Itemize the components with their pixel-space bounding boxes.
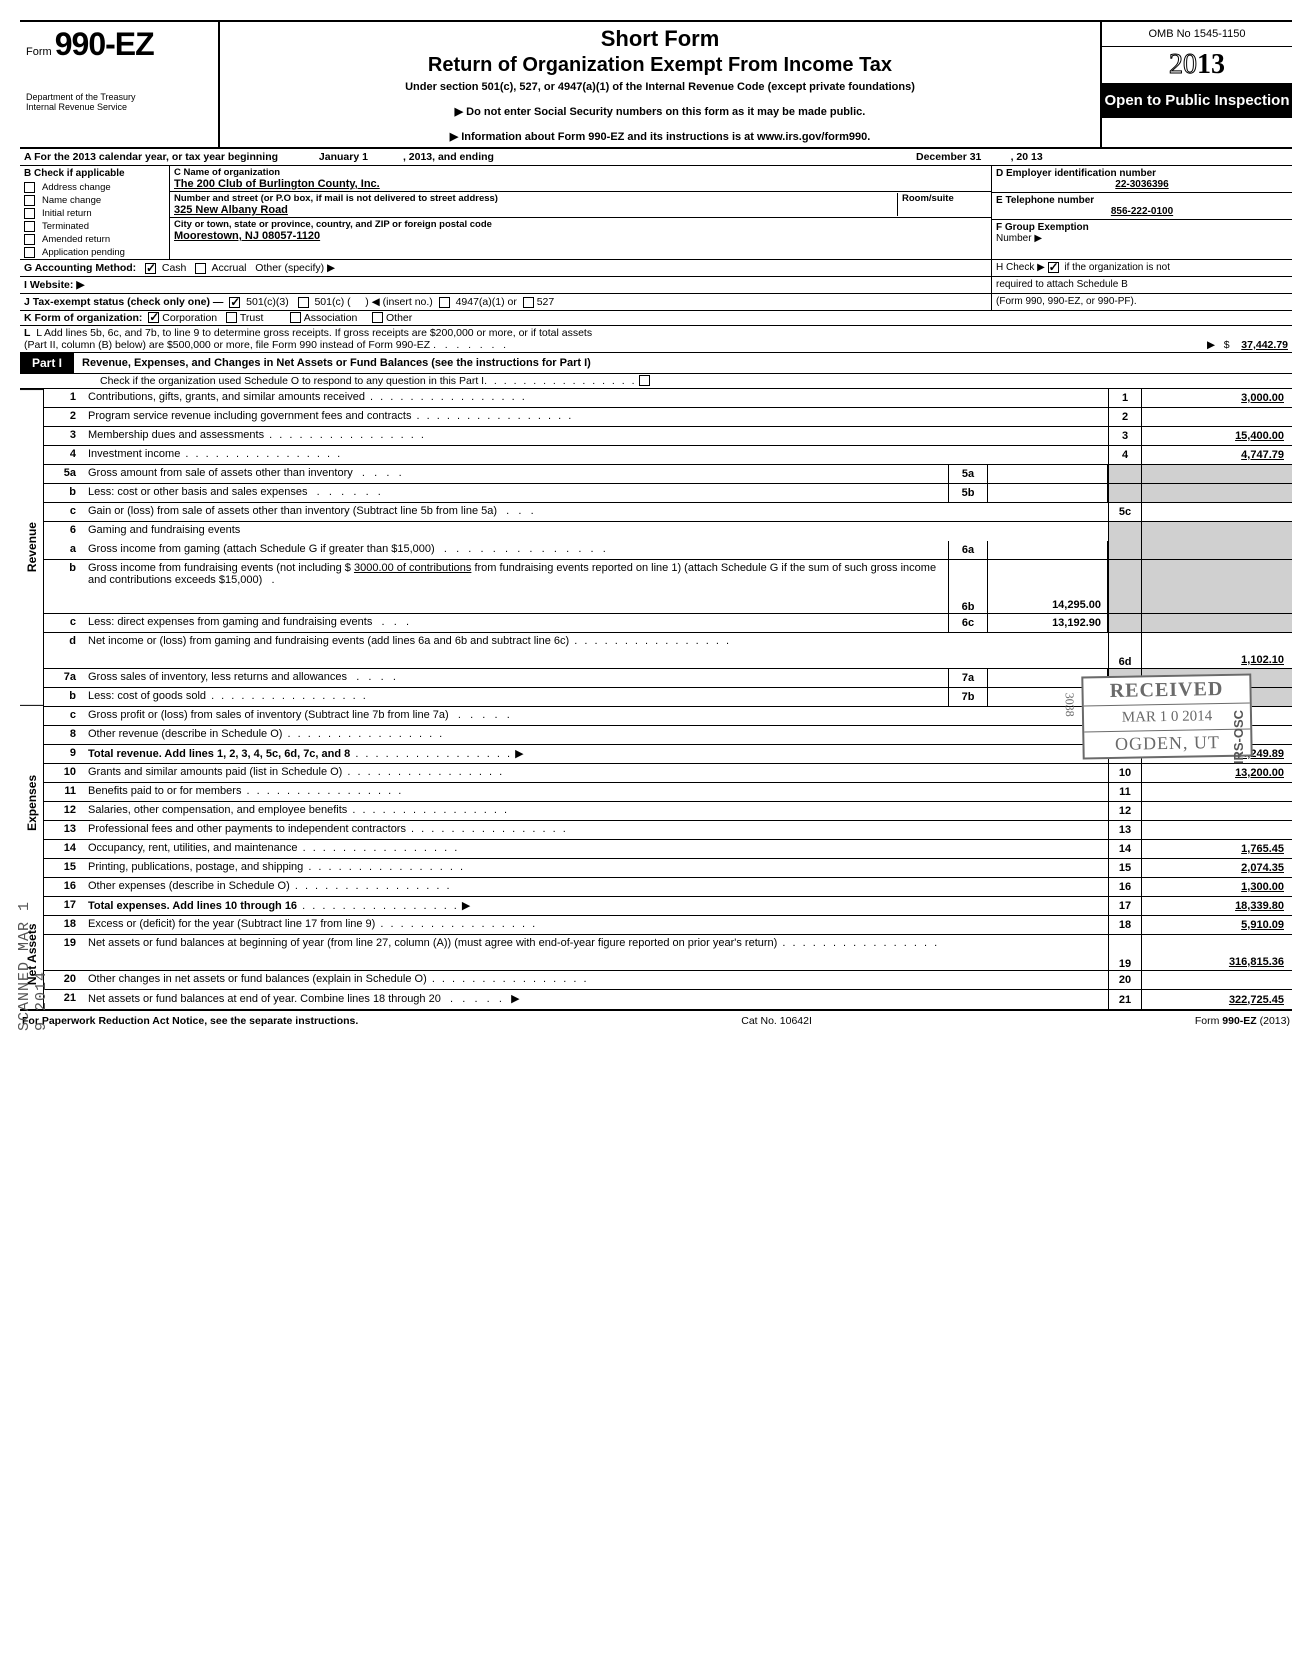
form-prefix: Form — [26, 46, 52, 58]
part-i-box: Part I — [20, 353, 74, 373]
phone: 856-222-0100 — [996, 206, 1288, 217]
cb-corp[interactable] — [148, 312, 159, 323]
line-3-val: 15,400.00 — [1142, 427, 1292, 445]
line-21-val: 322,725.45 — [1142, 990, 1292, 1009]
line-6b-val: 14,295.00 — [988, 560, 1108, 613]
short-form-label: Short Form — [228, 26, 1092, 52]
col-def: D Employer identification number 22-3036… — [992, 166, 1292, 259]
irs-osc-stamp: IRS-OSC — [1231, 710, 1246, 764]
line-1-val: 3,000.00 — [1142, 389, 1292, 407]
line-4-val: 4,747.79 — [1142, 446, 1292, 464]
cb-assoc[interactable] — [290, 312, 301, 323]
line-g: G Accounting Method: Cash Accrual Other … — [20, 260, 1292, 277]
line-14-val: 1,765.45 — [1142, 840, 1292, 858]
cb-name-change[interactable] — [24, 195, 35, 206]
cb-4947[interactable] — [439, 297, 450, 308]
cb-501c[interactable] — [298, 297, 309, 308]
instr-1: ▶ Do not enter Social Security numbers o… — [228, 105, 1092, 118]
ein: 22-3036396 — [996, 179, 1288, 190]
part-i-title: Revenue, Expenses, and Changes in Net As… — [74, 357, 591, 369]
title-cell: Short Form Return of Organization Exempt… — [220, 22, 1102, 147]
instr-2: ▶ Information about Form 990-EZ and its … — [228, 130, 1092, 143]
tax-year: 2013 — [1102, 47, 1292, 84]
form-number-cell: Form 990-EZ Department of the Treasury I… — [20, 22, 220, 147]
cb-accrual[interactable] — [195, 263, 206, 274]
side-expenses: Expenses — [20, 705, 44, 900]
cb-pending[interactable] — [24, 247, 35, 258]
dept: Department of the Treasury Internal Reve… — [26, 93, 212, 113]
line-19-val: 316,815.36 — [1142, 935, 1292, 970]
line-15-val: 2,074.35 — [1142, 859, 1292, 877]
received-stamp: 3038 RECEIVED MAR 1 0 2014 OGDEN, UT — [1081, 674, 1252, 760]
cb-501c3[interactable] — [229, 297, 240, 308]
line-k: K Form of organization: Corporation Trus… — [20, 311, 1292, 326]
line-j: J Tax-exempt status (check only one) — 5… — [20, 294, 1292, 311]
cb-sched-b[interactable] — [1048, 262, 1059, 273]
line-2-val — [1142, 408, 1292, 426]
form-header: Form 990-EZ Department of the Treasury I… — [20, 22, 1292, 149]
cb-cash[interactable] — [145, 263, 156, 274]
line-a: A For the 2013 calendar year, or tax yea… — [20, 149, 1292, 166]
cb-address-change[interactable] — [24, 182, 35, 193]
scanned-stamp: SCANNED MAR 1 9 2014 — [16, 890, 50, 1031]
header-right: OMB No 1545-1150 2013 Open to Public Ins… — [1102, 22, 1292, 147]
cb-amended[interactable] — [24, 234, 35, 245]
cb-terminated[interactable] — [24, 221, 35, 232]
form-page: Form 990-EZ Department of the Treasury I… — [20, 20, 1292, 1031]
line-6d-val: 1,102.10 — [1142, 633, 1292, 668]
line-16-val: 1,300.00 — [1142, 878, 1292, 896]
col-c: C Name of organization The 200 Club of B… — [170, 166, 992, 259]
part-i-check: Check if the organization used Schedule … — [20, 374, 1292, 389]
cb-sched-o[interactable] — [639, 375, 650, 386]
line-17-val: 18,339.80 — [1142, 897, 1292, 915]
org-name: The 200 Club of Burlington County, Inc. — [174, 178, 380, 190]
line-10-val: 13,200.00 — [1142, 764, 1292, 782]
cb-trust[interactable] — [226, 312, 237, 323]
line-i: I Website: ▶ required to attach Schedule… — [20, 277, 1292, 294]
page-footer: For Paperwork Reduction Act Notice, see … — [20, 1011, 1292, 1031]
form-ref: Form 990-EZ (2013) — [1195, 1015, 1290, 1027]
open-to-public: Open to Public Inspection — [1102, 84, 1292, 118]
part-i-header: Part I Revenue, Expenses, and Changes in… — [20, 353, 1292, 374]
side-revenue: Revenue — [20, 389, 44, 705]
main-title: Return of Organization Exempt From Incom… — [228, 54, 1092, 77]
block-bcdef: B Check if applicable Address change Nam… — [20, 166, 1292, 260]
omb-number: OMB No 1545-1150 — [1102, 22, 1292, 47]
cb-527[interactable] — [523, 297, 534, 308]
form-number: 990-EZ — [55, 26, 154, 62]
line-6c-val: 13,192.90 — [988, 614, 1108, 632]
subtitle: Under section 501(c), 527, or 4947(a)(1)… — [228, 81, 1092, 93]
gross-receipts: 37,442.79 — [1241, 339, 1288, 351]
org-city: Moorestown, NJ 08057-1120 — [174, 230, 320, 242]
line-l: L L Add lines 5b, 6c, and 7b, to line 9 … — [20, 326, 1292, 353]
cb-other-org[interactable] — [372, 312, 383, 323]
col-b: B Check if applicable Address change Nam… — [20, 166, 170, 259]
org-address: 325 New Albany Road — [174, 204, 288, 216]
line-18-val: 5,910.09 — [1142, 916, 1292, 934]
cb-initial-return[interactable] — [24, 208, 35, 219]
